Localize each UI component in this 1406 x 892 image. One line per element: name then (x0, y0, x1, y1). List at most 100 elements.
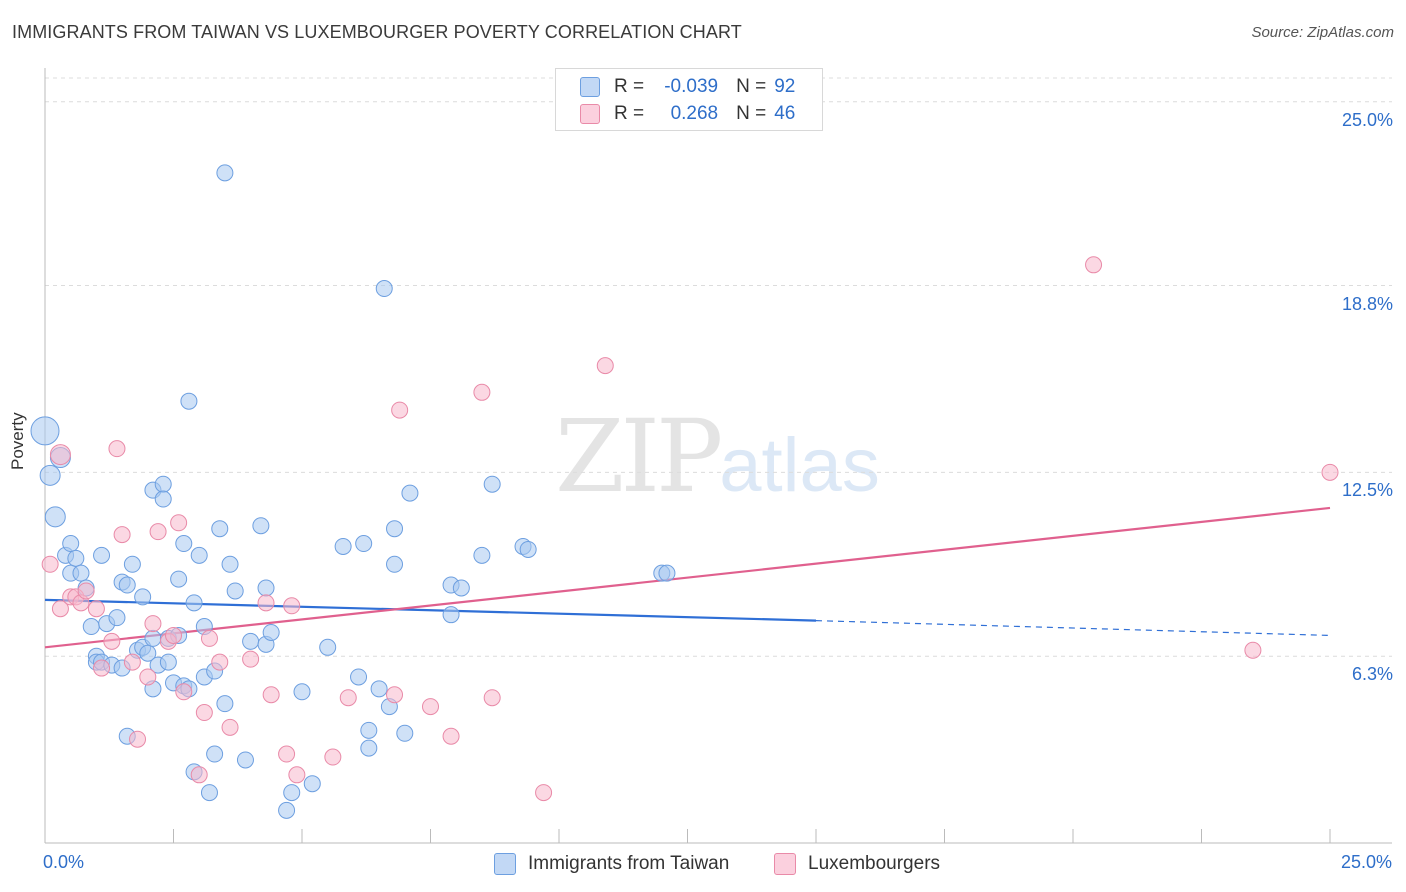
legend-r-value-luxembourgers: 0.268 (670, 103, 719, 124)
legend-swatch-luxembourgers (580, 104, 600, 124)
bottom-legend-swatch-taiwan (494, 853, 516, 875)
point-taiwan (293, 683, 311, 701)
y-axis-label: Poverty (8, 412, 27, 470)
point-taiwan (401, 484, 419, 502)
bottom-legend-label-luxembourgers: Luxembourgers (808, 853, 941, 874)
point-luxembourgers (93, 659, 111, 677)
point-taiwan (242, 632, 260, 650)
point-luxembourgers (123, 653, 141, 671)
point-taiwan (221, 555, 239, 573)
point-taiwan (144, 629, 162, 647)
legend-r-label: R = (614, 76, 645, 97)
y-tick-label: 18.8% (1341, 293, 1393, 314)
point-luxembourgers (339, 689, 357, 707)
axes (44, 68, 1392, 844)
legend-row-luxembourgers: R = 0.268 N = 46 (580, 102, 795, 126)
point-taiwan (396, 724, 414, 742)
point-luxembourgers (283, 597, 301, 615)
point-taiwan (283, 784, 301, 802)
point-luxembourgers (51, 600, 69, 618)
point-luxembourgers (278, 745, 296, 763)
point-taiwan (216, 164, 234, 182)
legend-r-label: R = (614, 103, 645, 124)
point-taiwan (319, 638, 337, 656)
point-taiwan (386, 555, 404, 573)
legend-n-value-taiwan: 92 (774, 76, 796, 97)
point-taiwan (211, 520, 229, 538)
point-taiwan (44, 506, 66, 528)
point-taiwan (473, 546, 491, 564)
point-taiwan (226, 582, 244, 600)
point-taiwan (190, 546, 208, 564)
point-luxembourgers (391, 401, 409, 419)
point-taiwan (39, 464, 61, 486)
stats-legend: R = -0.039 N = 92 R = 0.268 N = 46 (555, 68, 823, 131)
point-luxembourgers (535, 784, 553, 802)
point-taiwan (206, 745, 224, 763)
point-luxembourgers (170, 514, 188, 532)
point-luxembourgers (211, 653, 229, 671)
point-taiwan (370, 680, 388, 698)
bottom-legend-swatch-luxembourgers (774, 853, 796, 875)
point-taiwan (185, 594, 203, 612)
point-taiwan (154, 475, 172, 493)
point-taiwan (252, 517, 270, 535)
source-label: Source: ZipAtlas.com (1251, 24, 1394, 41)
trend-line-luxembourgers (44, 506, 1331, 649)
point-luxembourgers (87, 600, 105, 618)
point-taiwan (159, 653, 177, 671)
point-luxembourgers (41, 555, 59, 573)
point-taiwan (360, 721, 378, 739)
point-taiwan (139, 644, 157, 662)
gridlines (45, 77, 1392, 657)
point-taiwan (154, 490, 172, 508)
point-luxembourgers (324, 748, 342, 766)
point-luxembourgers (144, 615, 162, 633)
point-taiwan (350, 668, 368, 686)
point-luxembourgers (103, 632, 121, 650)
point-taiwan (483, 475, 501, 493)
point-luxembourgers (442, 727, 460, 745)
point-luxembourgers (165, 626, 182, 644)
point-taiwan (72, 564, 90, 582)
legend-swatch-taiwan (580, 77, 600, 97)
watermark-zip: ZIP (555, 398, 723, 515)
point-taiwan (134, 588, 152, 606)
x-tick-label: 25.0% (1340, 852, 1392, 872)
point-taiwan (93, 546, 111, 564)
point-luxembourgers (596, 357, 614, 375)
point-luxembourgers (1244, 641, 1262, 659)
point-taiwan (62, 535, 80, 553)
legend-r-value-taiwan: -0.039 (664, 76, 719, 97)
point-luxembourgers (175, 683, 193, 701)
point-luxembourgers (49, 444, 71, 466)
point-luxembourgers (1321, 463, 1339, 481)
watermark-atlas: atlas (719, 423, 880, 508)
trend-line-dashed-taiwan (815, 620, 1331, 637)
point-taiwan (180, 392, 198, 410)
point-taiwan (257, 579, 275, 597)
data-points (30, 164, 1339, 819)
point-taiwan (452, 579, 470, 597)
point-taiwan (386, 520, 404, 538)
point-luxembourgers (386, 686, 404, 704)
point-taiwan (67, 549, 85, 567)
bottom-legend-taiwan[interactable]: Immigrants from Taiwan (494, 852, 729, 876)
bottom-legend-luxembourgers[interactable]: Luxembourgers (774, 852, 940, 876)
point-taiwan (355, 535, 373, 553)
watermark: ZIPatlas (555, 398, 880, 515)
point-taiwan (108, 609, 126, 627)
point-taiwan (216, 695, 234, 713)
point-luxembourgers (108, 440, 126, 458)
trend-line-taiwan (44, 598, 817, 622)
legend-n-value-luxembourgers: 46 (774, 103, 796, 124)
point-taiwan (175, 535, 193, 553)
point-luxembourgers (77, 582, 95, 600)
legend-n-label: N = (736, 103, 767, 124)
point-taiwan (170, 570, 188, 588)
point-taiwan (30, 416, 60, 446)
point-luxembourgers (473, 383, 491, 401)
y-tick-label: 25.0% (1341, 109, 1393, 130)
point-taiwan (442, 606, 460, 624)
